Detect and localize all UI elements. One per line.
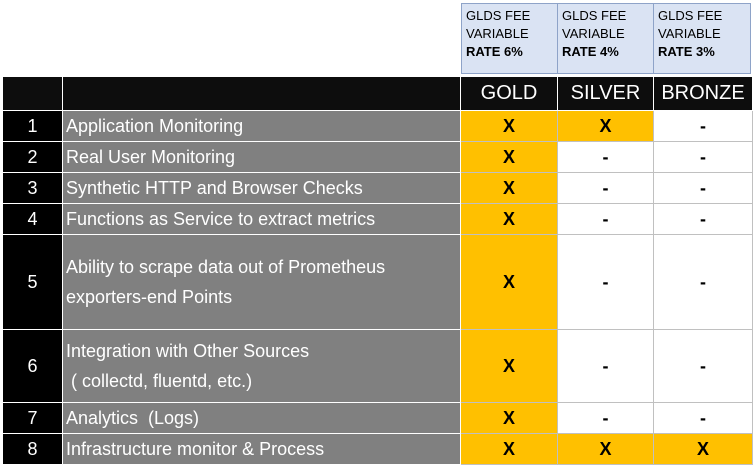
silver-mark: - — [557, 141, 654, 173]
bronze-mark: - — [653, 110, 753, 142]
silver-mark: - — [557, 172, 654, 204]
fee-line2: VARIABLE — [562, 26, 625, 41]
gold-mark: X — [460, 234, 558, 330]
tier-header-row: GOLD SILVER BRONZE — [2, 76, 753, 111]
feature-comparison-table: GOLD SILVER BRONZE 1 Application Monitor… — [2, 76, 753, 465]
bronze-mark: - — [653, 329, 753, 403]
table-row: 3 Synthetic HTTP and Browser Checks X - … — [2, 172, 753, 204]
row-number: 4 — [2, 203, 63, 235]
silver-mark: - — [557, 234, 654, 330]
silver-mark: - — [557, 203, 654, 235]
feature-label: Synthetic HTTP and Browser Checks — [62, 172, 461, 204]
row-number: 7 — [2, 402, 63, 434]
gold-mark: X — [460, 329, 558, 403]
feature-label: Ability to scrape data out of Prometheus… — [62, 234, 461, 330]
gold-mark: X — [460, 433, 558, 465]
bronze-mark: - — [653, 141, 753, 173]
row-number: 6 — [2, 329, 63, 403]
fee-line1: GLDS FEE — [658, 8, 723, 23]
fee-line2: VARIABLE — [658, 26, 721, 41]
table-row: 2 Real User Monitoring X - - — [2, 141, 753, 173]
table-row: 6 Integration with Other Sources ( colle… — [2, 329, 753, 403]
bronze-mark: - — [653, 234, 753, 330]
table-row: 4 Functions as Service to extract metric… — [2, 203, 753, 235]
row-number: 5 — [2, 234, 63, 330]
silver-mark: X — [557, 110, 654, 142]
table-row: 1 Application Monitoring X X - — [2, 110, 753, 142]
feature-label-line1: Ability to scrape data out of Prometheus — [66, 257, 386, 277]
fee-rate: RATE 6% — [466, 44, 523, 59]
fee-header-bronze: GLDS FEE VARIABLE RATE 3% — [653, 3, 751, 74]
gold-mark: X — [460, 203, 558, 235]
row-number: 3 — [2, 172, 63, 204]
silver-mark: - — [557, 402, 654, 434]
table-row: 5 Ability to scrape data out of Promethe… — [2, 234, 753, 330]
gold-mark: X — [460, 402, 558, 434]
bronze-mark: - — [653, 172, 753, 204]
feature-label: Real User Monitoring — [62, 141, 461, 173]
fee-line2: VARIABLE — [466, 26, 529, 41]
table-row: 8 Infrastructure monitor & Process X X X — [2, 433, 753, 465]
row-number: 1 — [2, 110, 63, 142]
feature-label: Functions as Service to extract metrics — [62, 203, 461, 235]
row-number: 2 — [2, 141, 63, 173]
bronze-mark: - — [653, 402, 753, 434]
fee-rate: RATE 3% — [658, 44, 715, 59]
feature-label: Analytics (Logs) — [62, 402, 461, 434]
feature-label-line2: ( collectd, fluentd, etc.) — [66, 371, 253, 391]
feature-label: Integration with Other Sources ( collect… — [62, 329, 461, 403]
silver-mark: - — [557, 329, 654, 403]
fee-header-silver: GLDS FEE VARIABLE RATE 4% — [557, 3, 655, 74]
fee-rate: RATE 4% — [562, 44, 619, 59]
feature-label: Application Monitoring — [62, 110, 461, 142]
table-row: 7 Analytics (Logs) X - - — [2, 402, 753, 434]
gold-mark: X — [460, 141, 558, 173]
bronze-mark: X — [653, 433, 753, 465]
tier-gold: GOLD — [460, 76, 558, 111]
row-number: 8 — [2, 433, 63, 465]
fee-line1: GLDS FEE — [562, 8, 627, 23]
tier-silver: SILVER — [557, 76, 654, 111]
fee-line1: GLDS FEE — [466, 8, 531, 23]
bronze-mark: - — [653, 203, 753, 235]
tier-bronze: BRONZE — [653, 76, 753, 111]
gold-mark: X — [460, 110, 558, 142]
feature-label: Infrastructure monitor & Process — [62, 433, 461, 465]
fee-header-gold: GLDS FEE VARIABLE RATE 6% — [461, 3, 559, 74]
header-blank — [62, 76, 461, 111]
gold-mark: X — [460, 172, 558, 204]
feature-label-line2: exporters-end Points — [66, 287, 233, 307]
header-blank — [2, 76, 63, 111]
feature-label-line1: Integration with Other Sources — [66, 341, 310, 361]
silver-mark: X — [557, 433, 654, 465]
